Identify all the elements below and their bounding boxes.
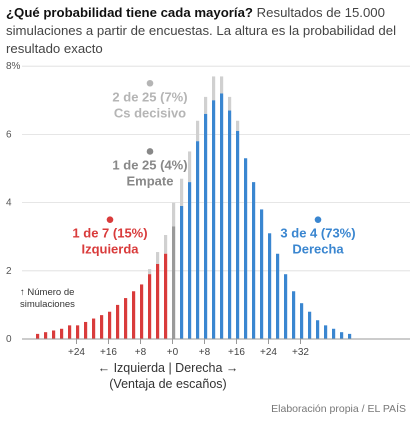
bar	[132, 291, 136, 339]
x-tick-label: +16	[100, 347, 117, 358]
annotation-dot-der	[314, 216, 322, 223]
bar-cs-decisivo	[228, 96, 232, 111]
y-tick-label: 6	[6, 129, 12, 140]
bar	[124, 298, 128, 339]
bar	[84, 321, 88, 339]
chart-title: ¿Qué probabilidad tiene cada mayoría?	[6, 5, 253, 20]
bar	[180, 206, 184, 339]
bar-cs-decisivo	[172, 202, 176, 227]
x-axis-label: ← Izquierda | Derecha →	[98, 361, 239, 375]
bar	[300, 303, 304, 339]
bar-cs-decisivo	[188, 151, 192, 183]
bar	[140, 284, 144, 339]
bar	[164, 253, 168, 339]
bar	[348, 333, 352, 339]
annotation-value-izq: 1 de 7 (15%)	[72, 226, 147, 241]
bar	[172, 226, 176, 339]
x-tick-label: +16	[228, 347, 245, 358]
bar	[52, 330, 56, 339]
bar-cs-decisivo	[156, 252, 160, 264]
y-tick-label: 0	[6, 334, 12, 345]
x-tick-label: +8	[135, 347, 147, 358]
bar	[36, 333, 40, 339]
annotation-value-cs: 2 de 25 (7%)	[112, 89, 187, 104]
annotation-label-der: Derecha	[292, 242, 344, 257]
bar-cs-decisivo	[148, 269, 152, 275]
annotation-label-empate: Empate	[127, 173, 174, 188]
bar	[100, 315, 104, 339]
source-credit: Elaboración propia / EL PAÍS	[271, 403, 406, 415]
bar	[76, 325, 80, 339]
bar	[252, 182, 256, 339]
bar	[308, 311, 312, 339]
x-tick-label: +8	[199, 347, 211, 358]
y-tick-label: 4	[6, 198, 12, 209]
bar-cs-decisivo	[220, 76, 224, 94]
annotation-value-empate: 1 de 25 (4%)	[112, 157, 187, 172]
grid-lines	[22, 65, 410, 272]
bar	[292, 291, 296, 339]
bar-cs-decisivo	[196, 120, 200, 142]
bar-cs-decisivo	[180, 178, 184, 207]
labels-group: 0 2 4 6 8% +24 +16 +8 +0 +8 +16 +24 +32 ← Izquierda |…	[6, 61, 356, 391]
x-axis	[22, 338, 410, 344]
bars-group	[36, 76, 352, 339]
bar	[260, 209, 264, 339]
chart-subtitle: Resultados de 15.000 simulaciones a part…	[6, 5, 396, 56]
bar	[196, 141, 200, 339]
bar	[276, 253, 280, 339]
bar	[204, 113, 208, 339]
y-tick-label: 8%	[6, 61, 21, 72]
bar-cs-decisivo	[212, 76, 216, 101]
bar	[92, 318, 96, 339]
annotation-label-cs: Cs decisivo	[114, 105, 186, 120]
bar	[116, 304, 120, 339]
bar	[324, 325, 328, 339]
bar	[60, 328, 64, 339]
x-tick-label: +24	[68, 347, 85, 358]
annotation-label-izq: Izquierda	[81, 242, 139, 257]
bar	[44, 332, 48, 339]
bar	[316, 320, 320, 339]
bar	[340, 332, 344, 339]
bar-cs-decisivo	[164, 234, 168, 254]
bar-cs-decisivo	[236, 120, 240, 131]
y-tick-label: 2	[6, 266, 12, 277]
bar	[244, 158, 248, 339]
bar	[332, 328, 336, 339]
annotation-dot-empate	[146, 148, 154, 155]
bar-cs-decisivo	[204, 96, 208, 114]
x-tick-label: +32	[292, 347, 309, 358]
bar	[236, 130, 240, 339]
bar	[212, 100, 216, 339]
bar	[188, 182, 192, 339]
annotation-dot-izq	[106, 216, 114, 223]
bar	[228, 110, 232, 339]
bar	[156, 263, 160, 339]
x-tick-label: +0	[167, 347, 179, 358]
annotation-dot-cs	[146, 79, 154, 87]
bar	[68, 325, 72, 339]
x-tick-label: +24	[260, 347, 277, 358]
count-note-line1: ↑ Número de	[20, 287, 74, 298]
bar	[148, 274, 152, 339]
bar	[284, 274, 288, 339]
annotation-value-der: 3 de 4 (73%)	[280, 226, 355, 241]
x-axis-sublabel: (Ventaja de escaños)	[109, 377, 226, 391]
bar	[220, 93, 224, 339]
bar	[268, 233, 272, 339]
bar	[108, 311, 112, 339]
count-note-line2: simulaciones	[20, 299, 75, 310]
chart-header: ¿Qué probabilidad tiene cada mayoría? Re…	[6, 4, 410, 58]
